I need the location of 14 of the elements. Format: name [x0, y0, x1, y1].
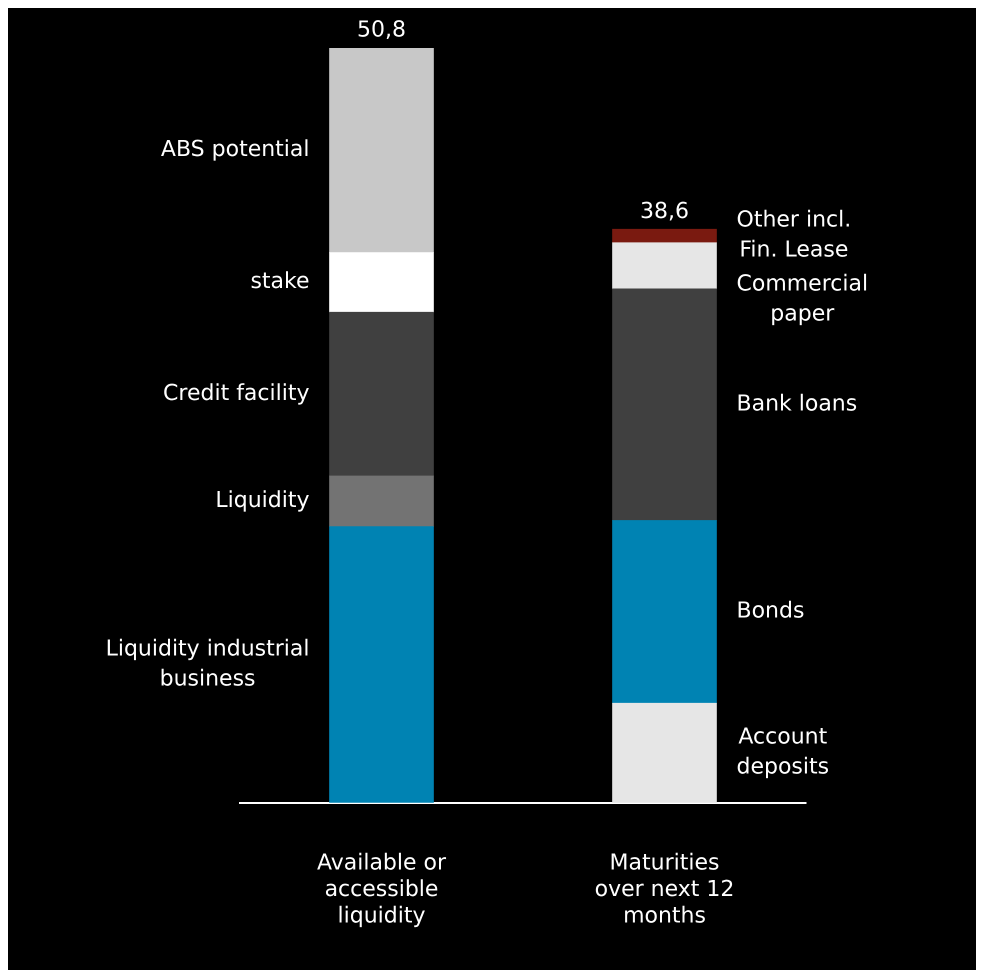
series-label: Liquidity industrial business — [106, 636, 310, 692]
series-label: stake — [250, 269, 310, 294]
series-label: Bonds — [736, 598, 804, 624]
series-label: Account deposits — [736, 724, 830, 780]
series-label: Other incl. Fin. Lease — [736, 208, 852, 263]
annotation: 50,8 — [357, 18, 406, 43]
x-tick-label: Maturities over next 12 months — [594, 850, 734, 929]
annotation: 38,6 — [640, 198, 689, 224]
series-label: ABS potential — [160, 136, 310, 162]
series-label: Credit facility — [163, 380, 310, 406]
series-label: Bank loans — [736, 391, 858, 416]
series-label: Commercial paper — [736, 272, 868, 327]
x-tick-label: Available or accessible liquidity — [316, 850, 447, 929]
series-label: Liquidity — [215, 488, 310, 513]
